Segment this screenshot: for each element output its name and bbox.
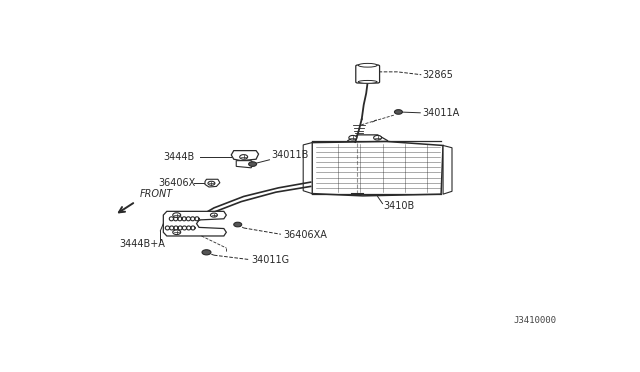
Circle shape (173, 230, 180, 235)
Circle shape (240, 155, 248, 159)
Text: J3410000: J3410000 (513, 316, 556, 325)
Circle shape (374, 135, 381, 140)
Text: 3410B: 3410B (383, 201, 415, 211)
Circle shape (173, 213, 180, 217)
Text: 36406X: 36406X (158, 178, 196, 188)
Circle shape (394, 110, 403, 114)
Circle shape (211, 213, 218, 217)
Polygon shape (205, 179, 220, 187)
Text: 32865: 32865 (423, 70, 454, 80)
Circle shape (208, 181, 215, 185)
Text: 3444B: 3444B (163, 152, 195, 162)
Text: 3444B+A: 3444B+A (120, 239, 166, 249)
Text: 34011G: 34011G (251, 255, 289, 265)
Polygon shape (231, 151, 259, 161)
Text: 36406XA: 36406XA (284, 230, 327, 240)
Polygon shape (236, 161, 253, 168)
Text: 34011B: 34011B (271, 150, 308, 160)
Text: FRONT: FRONT (140, 189, 173, 199)
Circle shape (349, 135, 356, 140)
Circle shape (248, 162, 257, 166)
Ellipse shape (358, 80, 377, 83)
Polygon shape (312, 141, 443, 196)
Ellipse shape (358, 63, 377, 67)
Polygon shape (443, 145, 452, 194)
Circle shape (234, 222, 242, 227)
Text: 34011A: 34011A (422, 108, 460, 118)
Polygon shape (163, 211, 227, 236)
Circle shape (202, 250, 211, 255)
Polygon shape (303, 142, 312, 193)
FancyBboxPatch shape (356, 65, 380, 83)
